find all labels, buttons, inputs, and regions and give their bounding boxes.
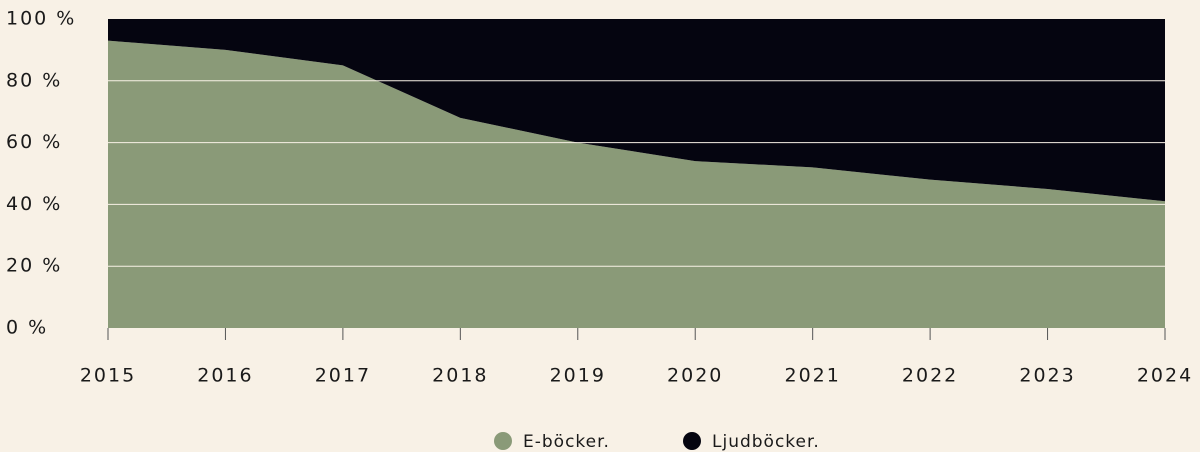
y-tick-label: 60 % <box>6 131 62 153</box>
y-tick-label: 40 % <box>6 193 62 215</box>
y-tick-label: 0 % <box>6 317 48 339</box>
x-tick-label: 2020 <box>667 365 723 387</box>
legend-marker <box>683 432 701 450</box>
legend-label: Ljudböcker. <box>712 432 820 452</box>
legend-label: E-böcker. <box>523 432 610 452</box>
x-tick-label: 2021 <box>784 365 840 387</box>
y-tick-label: 80 % <box>6 69 62 91</box>
x-tick-label: 2016 <box>197 365 253 387</box>
y-tick-label: 20 % <box>6 255 62 277</box>
legend-marker <box>494 432 512 450</box>
x-tick-label: 2023 <box>1019 365 1075 387</box>
x-tick-label: 2019 <box>550 365 606 387</box>
x-tick-label: 2024 <box>1137 365 1193 387</box>
x-tick-label: 2015 <box>80 365 136 387</box>
area <box>108 19 1165 202</box>
y-tick-label: 100 % <box>6 8 76 30</box>
x-tick-label: 2017 <box>315 365 371 387</box>
x-tick-label: 2022 <box>902 365 958 387</box>
area <box>108 40 1165 328</box>
x-tick-label: 2018 <box>432 365 488 387</box>
